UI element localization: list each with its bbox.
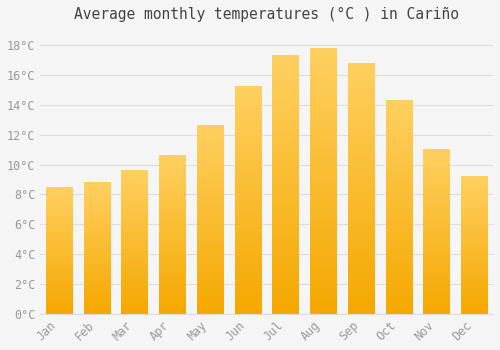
Title: Average monthly temperatures (°C ) in Cariño: Average monthly temperatures (°C ) in Ca… bbox=[74, 7, 459, 22]
